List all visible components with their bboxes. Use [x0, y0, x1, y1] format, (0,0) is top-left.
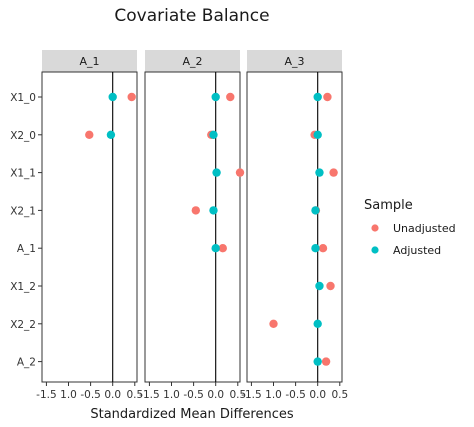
y-tick-label: X1_0 — [10, 92, 36, 104]
adjusted-point — [313, 130, 322, 139]
adjusted-point — [313, 92, 322, 102]
facet-panel-a-1: A_1 -1.5 1.0 -0.5 0.0 0.5 — [36, 50, 143, 401]
x-tick-label: -0.5 — [183, 389, 204, 401]
unadjusted-point — [321, 357, 331, 366]
adjusted-point — [211, 92, 220, 102]
adjusted-point — [106, 130, 116, 139]
x-tick-label: -1.5 — [36, 389, 57, 401]
x-tick-label: 1.0 — [60, 389, 77, 401]
x-tick-label: 0.5 — [331, 389, 348, 401]
y-axis-labels: X1_0 X2_0 X1_1 X2_1 A_1 X1_2 X2_2 A_2 — [10, 92, 42, 369]
facet-strip-label: A_3 — [284, 55, 304, 68]
x-tick-label: 1.0 — [163, 389, 180, 401]
x-tick-label: 1.0 — [265, 389, 282, 401]
panel-border — [41, 71, 138, 383]
facet-panels: A_1-1.5 1.0 -0.5 0.0 0.5A_2-1.5 1.0 -0.5 0.0 0.5… — [36, 50, 348, 401]
facet-strip — [145, 50, 240, 72]
x-tick-label: 0.0 — [309, 389, 326, 401]
facet-panel-a-2: A_2 -1.5 1.0 -0.5 0.0 0.5 — [139, 50, 246, 401]
panel-border — [246, 71, 343, 383]
adjusted-point — [211, 244, 220, 253]
x-tick-label: 0.5 — [126, 389, 143, 401]
y-tick-label: X2_0 — [10, 130, 36, 142]
unadjusted-point — [318, 244, 328, 253]
unadjusted-point — [326, 281, 335, 291]
facet-strip — [42, 50, 137, 72]
facet-strip-label: A_2 — [182, 55, 202, 68]
y-tick-label: A_1 — [17, 243, 36, 255]
unadjusted-point — [269, 319, 278, 328]
x-tick-label: 0.5 — [229, 389, 246, 401]
unadjusted-point — [191, 206, 201, 215]
adjusted-point — [209, 130, 218, 139]
x-axis-title: Standardized Mean Differences — [90, 407, 294, 422]
facet-strip-label: A_1 — [79, 55, 99, 68]
legend-key-unadjusted — [371, 224, 379, 232]
legend-label-unadjusted: Unadjusted — [393, 222, 456, 235]
y-tick-label: A_2 — [17, 357, 36, 369]
unadjusted-point — [235, 168, 245, 177]
y-tick-label: X1_1 — [10, 168, 36, 180]
unadjusted-point — [226, 92, 235, 102]
legend-label-adjusted: Adjusted — [393, 244, 441, 257]
adjusted-point — [209, 206, 218, 215]
legend-title: Sample — [364, 198, 413, 213]
x-tick-label: 0.0 — [104, 389, 121, 401]
legend: Sample Unadjusted Adjusted — [364, 198, 456, 257]
y-tick-label: X2_2 — [10, 319, 36, 331]
unadjusted-point — [329, 168, 338, 177]
adjusted-point — [311, 206, 320, 215]
x-tick-label: -1.5 — [241, 389, 262, 401]
x-tick-label: -0.5 — [285, 389, 306, 401]
x-tick-label: -1.5 — [139, 389, 160, 401]
y-tick-label: X2_1 — [10, 205, 36, 217]
adjusted-point — [313, 357, 322, 366]
adjusted-point — [311, 244, 320, 253]
adjusted-point — [108, 92, 117, 102]
facet-strip — [247, 50, 342, 72]
panel-border — [144, 71, 241, 383]
adjusted-point — [313, 319, 322, 328]
unadjusted-point — [127, 92, 136, 102]
adjusted-point — [212, 168, 221, 177]
chart-title: Covariate Balance — [114, 6, 269, 26]
unadjusted-point — [323, 92, 332, 102]
unadjusted-point — [218, 244, 227, 253]
legend-key-adjusted — [371, 246, 379, 254]
facet-panel-a-3: A_3 -1.5 1.0 -0.5 0.0 0.5 — [241, 50, 348, 401]
x-tick-label: 0.0 — [207, 389, 224, 401]
adjusted-point — [315, 168, 324, 177]
x-tick-label: -0.5 — [80, 389, 101, 401]
adjusted-point — [315, 281, 324, 291]
unadjusted-point — [85, 130, 94, 139]
y-tick-label: X1_2 — [10, 281, 36, 293]
